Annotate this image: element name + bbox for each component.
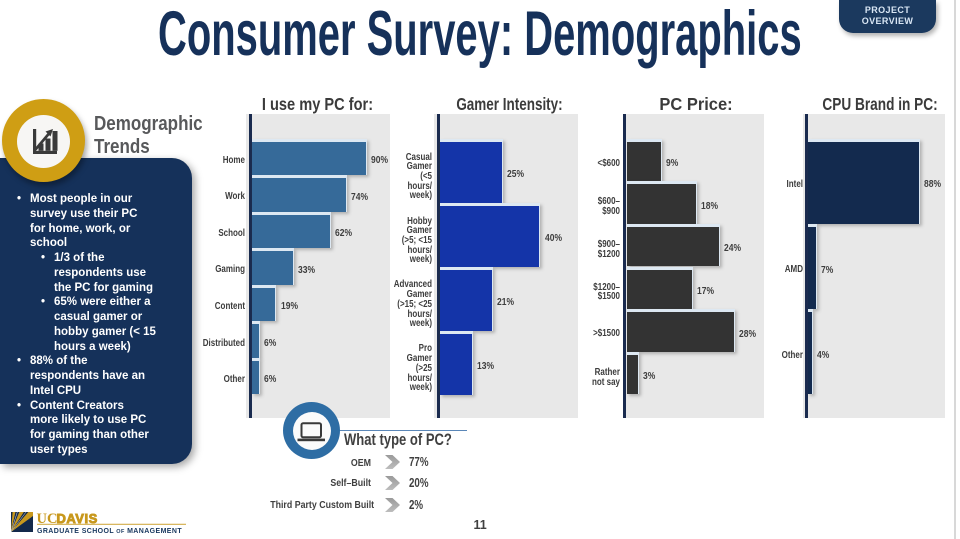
svg-text:UC: UC bbox=[37, 511, 58, 527]
svg-text:GRADUATE SCHOOL OF MANAGEMENT: GRADUATE SCHOOL OF MANAGEMENT bbox=[37, 528, 182, 535]
svg-text:DAVIS: DAVIS bbox=[57, 511, 98, 526]
